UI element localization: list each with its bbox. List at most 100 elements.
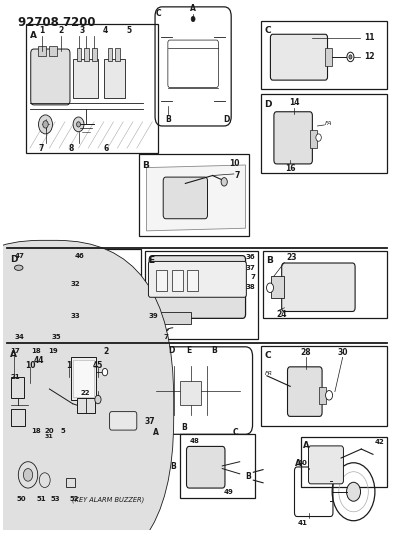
Bar: [172, 270, 183, 291]
Text: (KEY ALARM BUZZER): (KEY ALARM BUZZER): [72, 496, 144, 503]
Text: 21: 21: [11, 374, 20, 381]
FancyBboxPatch shape: [309, 446, 344, 484]
Text: C: C: [233, 427, 239, 437]
Text: B: B: [266, 256, 273, 265]
Text: 22: 22: [81, 390, 90, 396]
FancyBboxPatch shape: [110, 411, 137, 430]
Text: E: E: [148, 256, 154, 265]
Text: B: B: [170, 463, 176, 472]
Text: 40: 40: [298, 460, 308, 466]
Bar: [7, 249, 141, 342]
Text: 5: 5: [126, 26, 132, 35]
Text: 1: 1: [66, 361, 71, 370]
Text: 18: 18: [31, 428, 41, 434]
Text: D: D: [169, 346, 175, 355]
Bar: [11, 409, 25, 426]
Ellipse shape: [15, 318, 23, 323]
Circle shape: [349, 55, 352, 59]
Text: 32: 32: [71, 280, 80, 287]
Bar: [271, 276, 284, 298]
Text: 48: 48: [189, 438, 199, 443]
Bar: [38, 46, 45, 56]
Text: FA: FA: [325, 121, 333, 126]
Text: 17: 17: [11, 348, 20, 354]
Bar: [301, 437, 387, 487]
Text: B: B: [165, 115, 171, 124]
Circle shape: [73, 117, 84, 132]
Bar: [76, 48, 81, 61]
Bar: [76, 399, 95, 413]
Circle shape: [39, 115, 52, 134]
Bar: [115, 48, 120, 61]
Text: C: C: [264, 26, 271, 35]
Text: 28: 28: [301, 348, 311, 357]
FancyBboxPatch shape: [0, 240, 174, 533]
Circle shape: [221, 177, 227, 186]
Circle shape: [62, 269, 72, 282]
Bar: [325, 48, 332, 67]
Text: 37: 37: [245, 265, 255, 271]
Text: B: B: [143, 161, 149, 170]
Bar: [108, 48, 112, 61]
Text: 44: 44: [34, 356, 45, 365]
Text: 23: 23: [286, 253, 297, 262]
Text: 50: 50: [17, 496, 26, 502]
Bar: [11, 377, 24, 399]
Text: 30: 30: [337, 348, 348, 357]
FancyBboxPatch shape: [38, 304, 63, 330]
Bar: [104, 59, 125, 98]
Circle shape: [347, 482, 361, 501]
Circle shape: [266, 283, 273, 293]
Bar: [261, 21, 387, 88]
Text: 41: 41: [298, 520, 308, 527]
Text: 7: 7: [234, 171, 240, 180]
Text: 19: 19: [48, 348, 58, 354]
Text: D: D: [223, 115, 229, 124]
FancyBboxPatch shape: [149, 256, 245, 318]
Text: 18: 18: [31, 348, 41, 354]
Text: 52: 52: [70, 496, 79, 502]
Text: 8: 8: [68, 143, 73, 152]
Text: 46: 46: [74, 253, 84, 259]
Text: B: B: [182, 423, 187, 432]
FancyBboxPatch shape: [38, 273, 63, 307]
Text: 11: 11: [364, 34, 375, 43]
Text: C: C: [264, 351, 271, 360]
Bar: [261, 94, 387, 173]
FancyBboxPatch shape: [288, 367, 322, 416]
Bar: [71, 357, 96, 400]
Ellipse shape: [39, 328, 48, 336]
FancyBboxPatch shape: [31, 49, 70, 105]
Circle shape: [150, 322, 159, 335]
Text: 49: 49: [223, 489, 233, 495]
Bar: [15, 268, 23, 320]
Bar: [73, 360, 94, 397]
Text: 7: 7: [39, 143, 44, 152]
Bar: [145, 251, 258, 340]
Text: 37: 37: [145, 417, 155, 426]
Text: 6: 6: [103, 143, 108, 152]
Text: 7: 7: [164, 334, 168, 341]
Text: 51: 51: [37, 496, 46, 502]
Text: 36: 36: [245, 254, 255, 260]
Text: 34: 34: [14, 334, 24, 341]
Text: B: B: [212, 346, 217, 355]
Text: A: A: [30, 30, 37, 39]
Text: 7: 7: [250, 274, 255, 280]
Text: 53: 53: [50, 496, 60, 502]
Text: D: D: [10, 255, 17, 264]
FancyBboxPatch shape: [186, 447, 225, 488]
Bar: [263, 251, 387, 318]
Text: 39: 39: [149, 313, 158, 319]
Circle shape: [15, 330, 22, 341]
Bar: [261, 346, 387, 426]
FancyBboxPatch shape: [270, 34, 327, 80]
Bar: [32, 270, 40, 323]
Text: A: A: [153, 427, 159, 437]
Bar: [139, 155, 249, 236]
Text: C: C: [155, 9, 161, 18]
Bar: [49, 46, 57, 56]
Bar: [32, 361, 39, 417]
Bar: [310, 130, 317, 148]
FancyBboxPatch shape: [282, 263, 355, 311]
